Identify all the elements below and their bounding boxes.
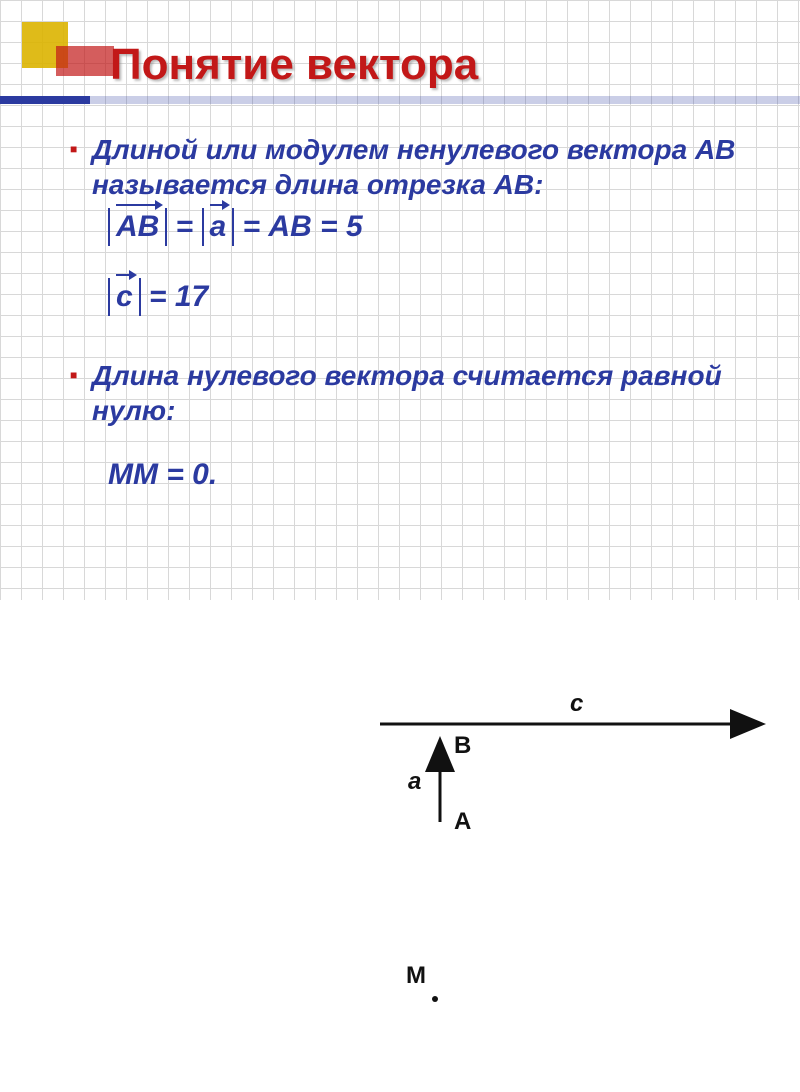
vector-c: с [116,280,133,314]
equation-1: АВ = а = АВ = 5 [108,210,760,244]
diagram-svg [0,492,800,1092]
label-A: А [454,808,471,836]
slide-content: Понятие вектора Длиной или модулем ненул… [0,0,800,492]
label-B: В [454,732,471,760]
bullet-1: Длиной или модулем ненулевого вектора АВ… [70,132,760,202]
bullet-2: Длина нулевого вектора считается равной … [70,358,760,428]
equation-2: с = 17 [108,280,760,314]
slide-title: Понятие вектора [110,40,760,90]
point-M [432,996,438,1002]
vector-a: а [210,210,227,244]
equation-3: ММ = 0. [108,458,760,492]
label-a: а [408,768,421,796]
vector-AB: АВ [116,210,159,244]
label-M: М [406,962,426,990]
slide-body: Длиной или модулем ненулевого вектора АВ… [70,132,760,492]
label-c: с [570,690,583,718]
